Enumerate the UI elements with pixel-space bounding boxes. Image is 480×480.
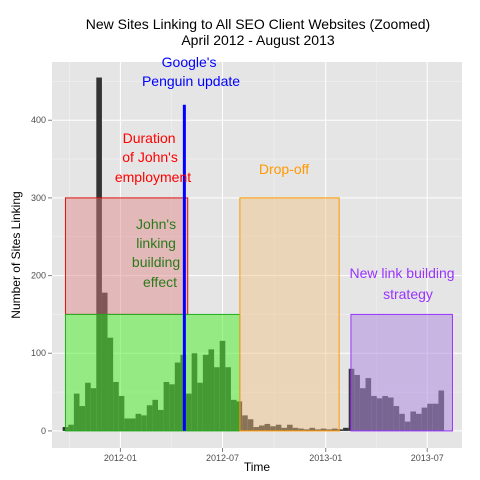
- annotation-linking-effect-line: linking: [136, 235, 176, 251]
- y-axis-label: Number of Sites Linking: [9, 191, 23, 318]
- highlight-region: [64, 313, 241, 432]
- annotation-employment-line: Duration: [123, 130, 176, 146]
- x-tick-label: 2012-07: [206, 453, 239, 463]
- histogram-bar: [331, 428, 338, 431]
- histogram-bar: [326, 429, 332, 431]
- histogram-bar: [292, 427, 299, 431]
- annotation-linking-effect: John's linking building effect: [132, 216, 184, 290]
- annotation-regions: [64, 197, 453, 432]
- chart-title-line-1: New Sites Linking to All SEO Client Webs…: [86, 16, 430, 32]
- histogram-bar: [287, 424, 293, 431]
- annotation-penguin-line: Google's: [162, 54, 217, 70]
- annotation-linking-effect-line: effect: [143, 274, 177, 290]
- histogram-bar: [247, 419, 254, 431]
- histogram-bar: [281, 427, 288, 431]
- highlight-region: [64, 197, 189, 315]
- x-tick-label: 2013-01: [309, 453, 342, 463]
- annotation-employment: Duration of John's employment: [115, 130, 191, 185]
- annotation-employment-line: employment: [115, 169, 191, 185]
- histogram-bar: [320, 428, 327, 431]
- x-tick-label: 2013-07: [411, 453, 444, 463]
- y-axis-ticks: 0 100 200 300 400: [31, 115, 52, 436]
- annotation-drop-off: Drop-off: [259, 161, 309, 177]
- annotation-penguin: Google's Penguin update: [142, 54, 240, 89]
- annotation-drop-off-line: Drop-off: [259, 161, 309, 177]
- histogram-bar: [343, 427, 349, 431]
- histogram-bar: [309, 427, 316, 431]
- y-tick-label: 0: [41, 426, 46, 436]
- x-axis-ticks: 2012-01 2012-07 2013-01 2013-07: [104, 448, 444, 463]
- histogram-bar: [337, 429, 344, 431]
- annotation-employment-line: of John's: [122, 149, 178, 165]
- histogram-bar: [315, 429, 321, 431]
- histogram-bar: [96, 77, 102, 431]
- histogram-bar: [303, 429, 310, 431]
- x-axis-label: Time: [244, 460, 271, 474]
- histogram-bar: [298, 428, 304, 431]
- annotation-new-strategy-line: New link building: [350, 265, 455, 281]
- highlight-region: [239, 197, 340, 432]
- annotation-new-strategy-line: strategy: [383, 286, 433, 302]
- histogram-bar: [242, 415, 248, 431]
- annotation-labels: Google's Penguin update Duration of John…: [115, 54, 459, 302]
- histogram-bar: [275, 424, 282, 431]
- y-tick-label: 200: [31, 271, 46, 281]
- annotation-penguin-line: Penguin update: [142, 73, 240, 89]
- annotation-linking-effect-line: building: [132, 254, 180, 270]
- highlight-region: [350, 313, 453, 432]
- x-tick-label: 2012-01: [104, 453, 137, 463]
- annotation-linking-effect-line: John's: [136, 216, 176, 232]
- y-tick-label: 400: [31, 115, 46, 125]
- chart-title-line-2: April 2012 - August 2013: [181, 32, 335, 48]
- histogram-bar: [270, 426, 276, 431]
- histogram-bar: [264, 423, 271, 431]
- histogram-bar: [258, 425, 265, 431]
- y-tick-label: 100: [31, 348, 46, 358]
- annotation-new-strategy: New link building strategy: [350, 265, 459, 302]
- y-tick-label: 300: [31, 193, 46, 203]
- histogram-bar: [253, 427, 259, 431]
